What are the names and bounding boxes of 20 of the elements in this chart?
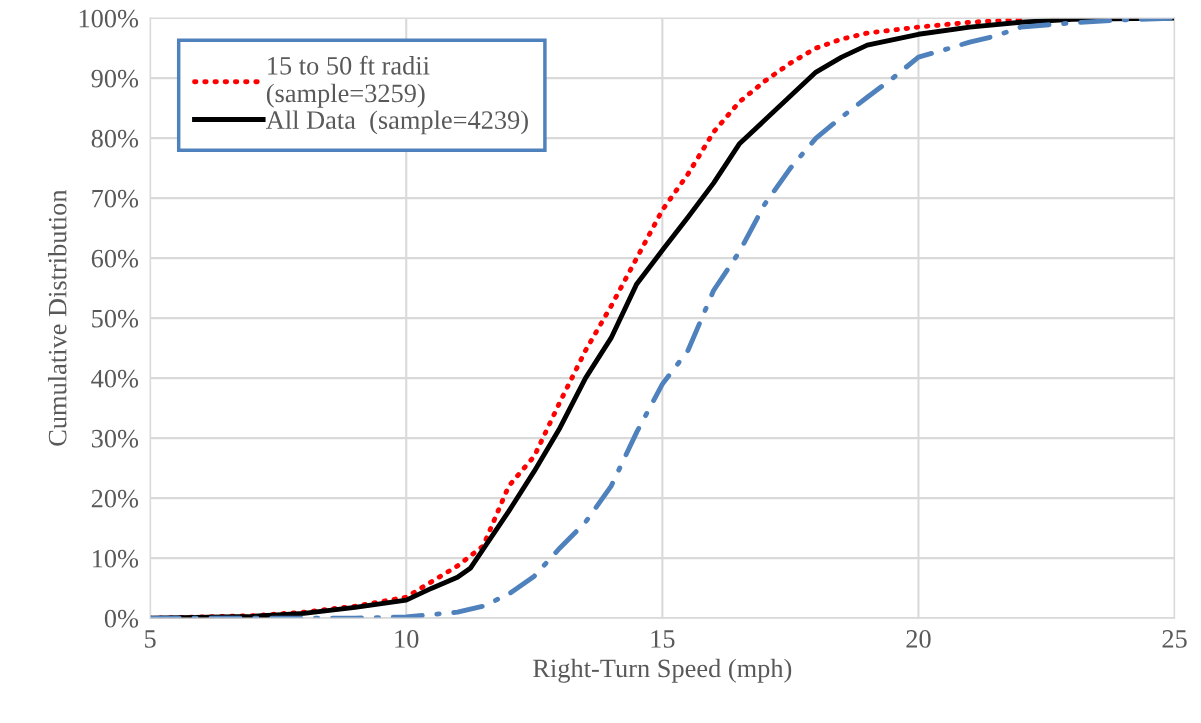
x-tick-label: 10 (395, 630, 419, 648)
y-tick-label: 90% (91, 69, 139, 88)
y-tick-label: 70% (92, 189, 139, 208)
y-tick-label: 0% (104, 609, 139, 628)
x-tick-label: 15 (651, 630, 675, 648)
y-axis-title: Cumulative Distribution (47, 189, 67, 446)
legend-label: 15 to 50 ft radii (sample=3259) (266, 55, 430, 108)
y-tick-label: 30% (91, 429, 139, 448)
y-tick-label: 50% (92, 309, 139, 328)
y-tick-label: 20% (91, 489, 139, 508)
y-tick-label: 10% (92, 549, 139, 568)
y-tick-label: 80% (91, 129, 139, 148)
x-tick-label: 25 (1162, 630, 1187, 648)
x-tick-label: 5 (145, 630, 156, 648)
y-tick-label: 60% (91, 249, 139, 268)
y-tick-label: 100% (79, 9, 139, 28)
y-tick-label: 40% (91, 369, 139, 388)
legend-label: All Data (sample=4239) (266, 110, 528, 135)
x-tick-label: 20 (906, 630, 931, 648)
x-axis-title: Right-Turn Speed (mph) (533, 658, 792, 683)
